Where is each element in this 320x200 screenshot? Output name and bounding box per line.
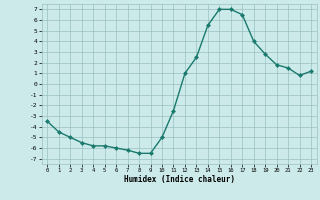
X-axis label: Humidex (Indice chaleur): Humidex (Indice chaleur): [124, 175, 235, 184]
